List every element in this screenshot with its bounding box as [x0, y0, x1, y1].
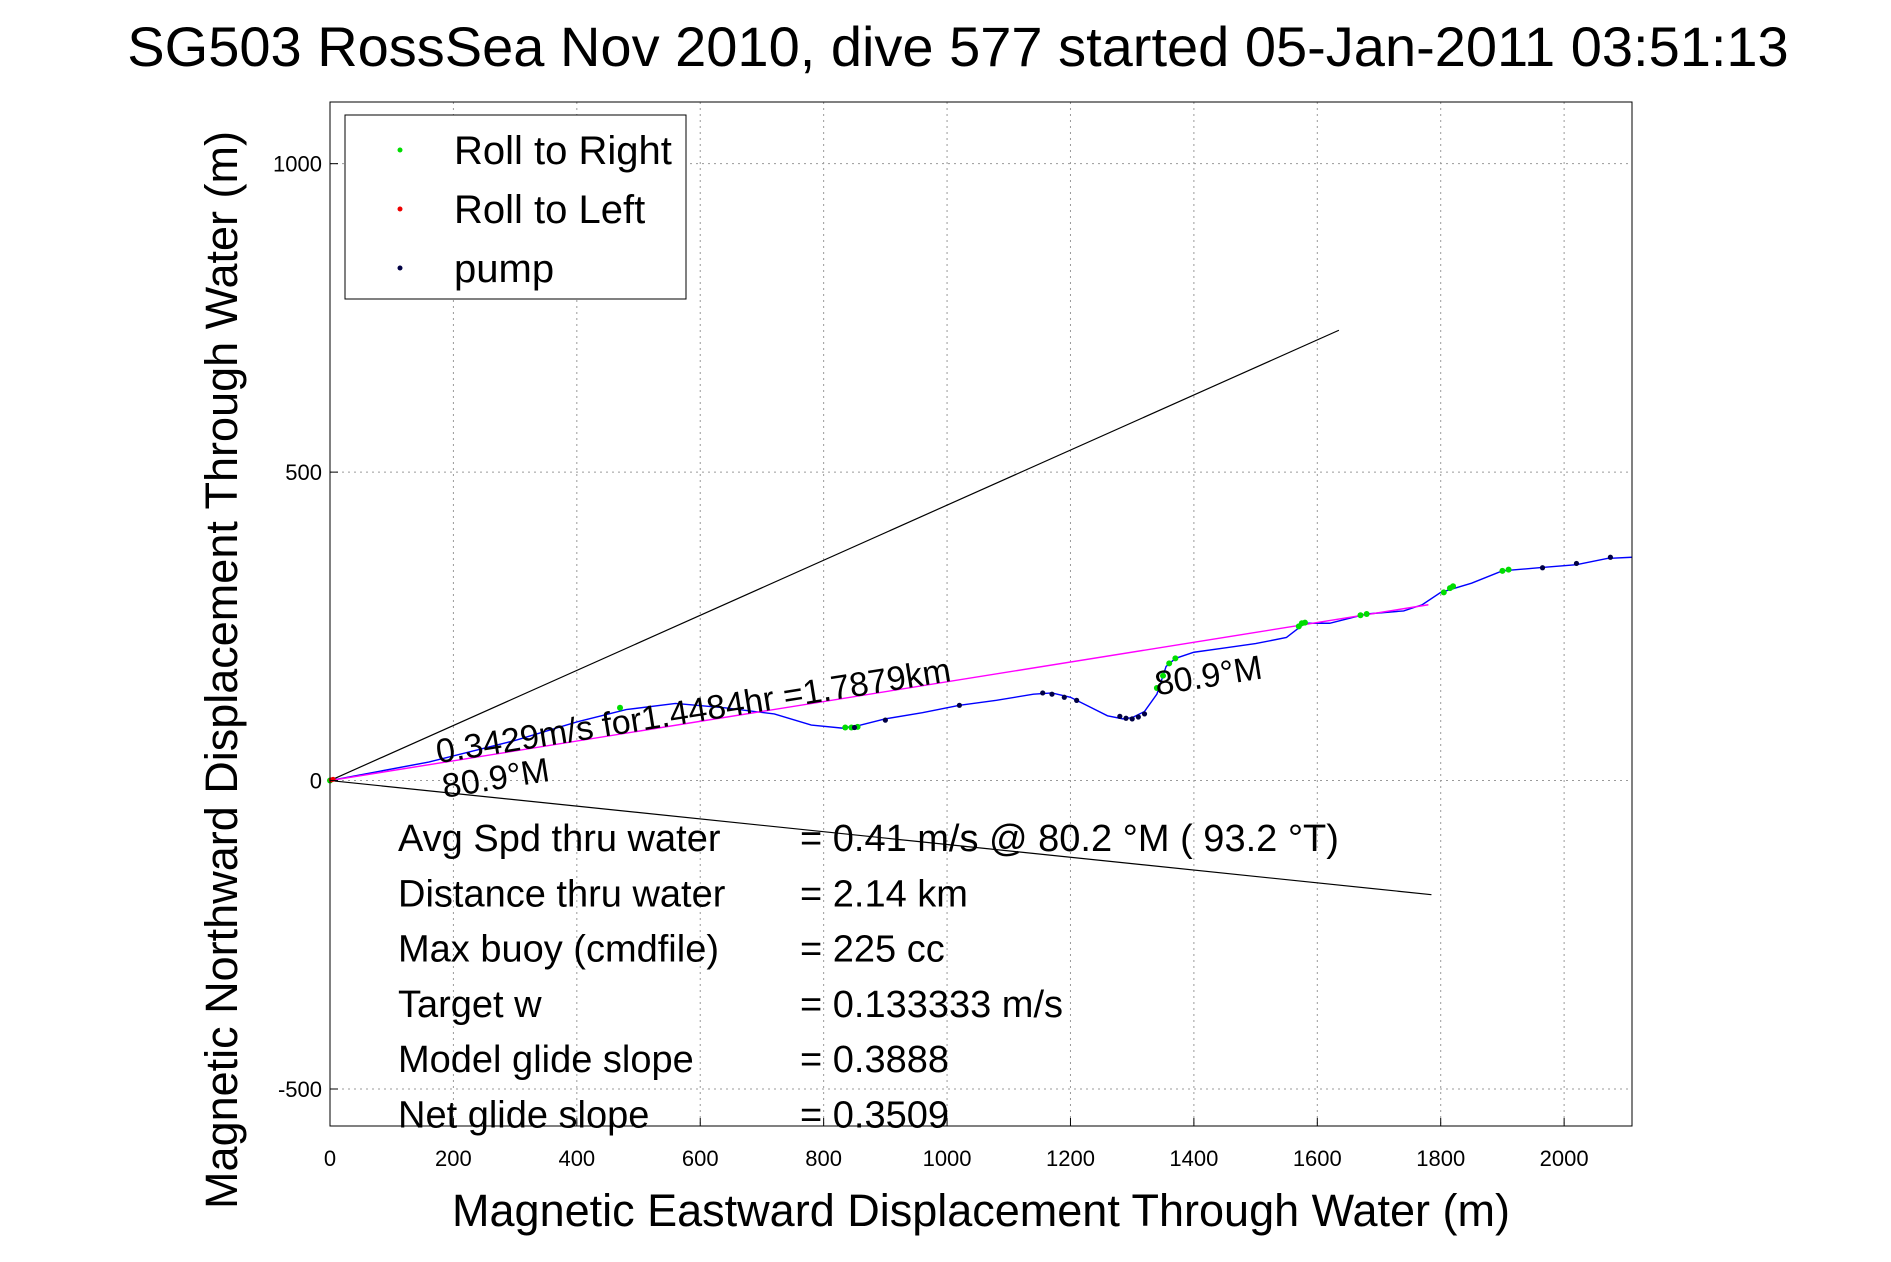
x-tick-label: 1000 — [923, 1146, 972, 1171]
pump-point — [882, 717, 888, 723]
stat-value: = 0.3509 — [800, 1095, 949, 1137]
roll-right-point — [1172, 655, 1179, 662]
x-tick-label: 0 — [324, 1146, 336, 1171]
y-axis-label: Magnetic Northward Displacement Through … — [196, 131, 247, 1209]
x-tick-label: 1400 — [1169, 1146, 1218, 1171]
markers — [327, 554, 1614, 784]
stat-label: Distance thru water — [398, 873, 726, 915]
chart-title: SG503 RossSea Nov 2010, dive 577 started… — [127, 15, 1788, 78]
roll-right-point — [842, 724, 849, 731]
x-tick-label: 1200 — [1046, 1146, 1095, 1171]
stat-value: = 2.14 km — [800, 873, 968, 915]
legend: Roll to Right Roll to Left pump — [344, 114, 687, 300]
x-tick-labels: 0 200 400 600 800 1000 1200 1400 1600 1800 2000 — [324, 1118, 1589, 1171]
stat-label: Model glide slope — [398, 1039, 694, 1081]
x-tick-label: 600 — [682, 1146, 719, 1171]
plot-area: 0.3429m/s for1.4484hr =1.7879km80.9°M80.… — [327, 101, 1633, 1137]
pump-point — [956, 702, 963, 708]
roll-right-point — [1499, 567, 1506, 574]
x-tick-label: 200 — [435, 1146, 472, 1171]
x-tick-label: 400 — [558, 1146, 595, 1171]
y-tick-label: 0 — [310, 769, 322, 794]
stat-value: = 0.41 m/s @ 80.2 °M ( 93.2 °T) — [800, 818, 1339, 860]
pump-point — [1607, 554, 1614, 560]
x-tick-label: 1800 — [1416, 1146, 1465, 1171]
stat-value: = 0.133333 m/s — [800, 984, 1063, 1026]
x-tick-label: 800 — [805, 1146, 842, 1171]
pump-point — [1573, 560, 1580, 567]
legend-entry: Roll to Left — [454, 188, 645, 232]
roll-right-point — [1166, 660, 1173, 667]
x-tick-label: 2000 — [1540, 1146, 1589, 1171]
roll-right-point — [617, 704, 624, 711]
stat-label: Max buoy (cmdfile) — [398, 929, 719, 971]
stat-value: = 0.3888 — [800, 1039, 949, 1081]
x-tick-label: 1600 — [1293, 1146, 1342, 1171]
y-tick-label: 1000 — [273, 152, 322, 177]
legend-marker — [397, 265, 403, 271]
pump-point — [1061, 694, 1067, 700]
pump-point — [1141, 711, 1148, 717]
stat-value: = 225 cc — [800, 929, 945, 971]
stat-label: Avg Spd thru water — [398, 818, 721, 860]
stats-block: Avg Spd thru water = 0.41 m/s @ 80.2 °M (… — [398, 818, 1339, 1137]
y-tick-labels: -500 0 500 1000 — [273, 152, 338, 1102]
x-axis-label: Magnetic Eastward Displacement Through W… — [452, 1185, 1510, 1236]
roll-right-point — [1301, 619, 1308, 626]
roll-right-point — [1357, 612, 1364, 619]
legend-entry: pump — [454, 247, 554, 291]
y-tick-label: -500 — [278, 1077, 322, 1102]
pump-point — [1539, 565, 1546, 571]
pump-point — [1123, 715, 1129, 721]
roll-right-point — [1153, 685, 1160, 692]
roll-right-point — [1160, 672, 1167, 679]
plot-border — [329, 101, 1633, 1127]
roll-right-point — [1450, 583, 1457, 590]
legend-marker — [397, 206, 403, 212]
pump-point — [851, 724, 858, 731]
pump-point — [1040, 690, 1046, 696]
roll-right-point — [1363, 611, 1370, 617]
roll-left-point — [330, 776, 336, 782]
guide-lines — [329, 329, 1432, 896]
legend-marker — [397, 147, 403, 153]
guide-line-2 — [329, 779, 1432, 896]
stat-label: Net glide slope — [398, 1095, 649, 1137]
guide-line-1 — [329, 329, 1340, 782]
y-tick-label: 500 — [285, 460, 322, 485]
series-lines — [329, 556, 1633, 782]
legend-entry: Roll to Right — [454, 129, 672, 173]
pump-point — [1074, 697, 1080, 703]
pump-point — [1129, 716, 1135, 722]
net-displacement-line — [329, 604, 1429, 782]
pump-point — [1049, 691, 1055, 697]
roll-right-point — [1505, 566, 1512, 573]
stat-label: Target w — [398, 984, 542, 1026]
roll-right-point — [1440, 589, 1447, 596]
pump-point — [1117, 713, 1123, 720]
pump-point — [1135, 714, 1141, 720]
